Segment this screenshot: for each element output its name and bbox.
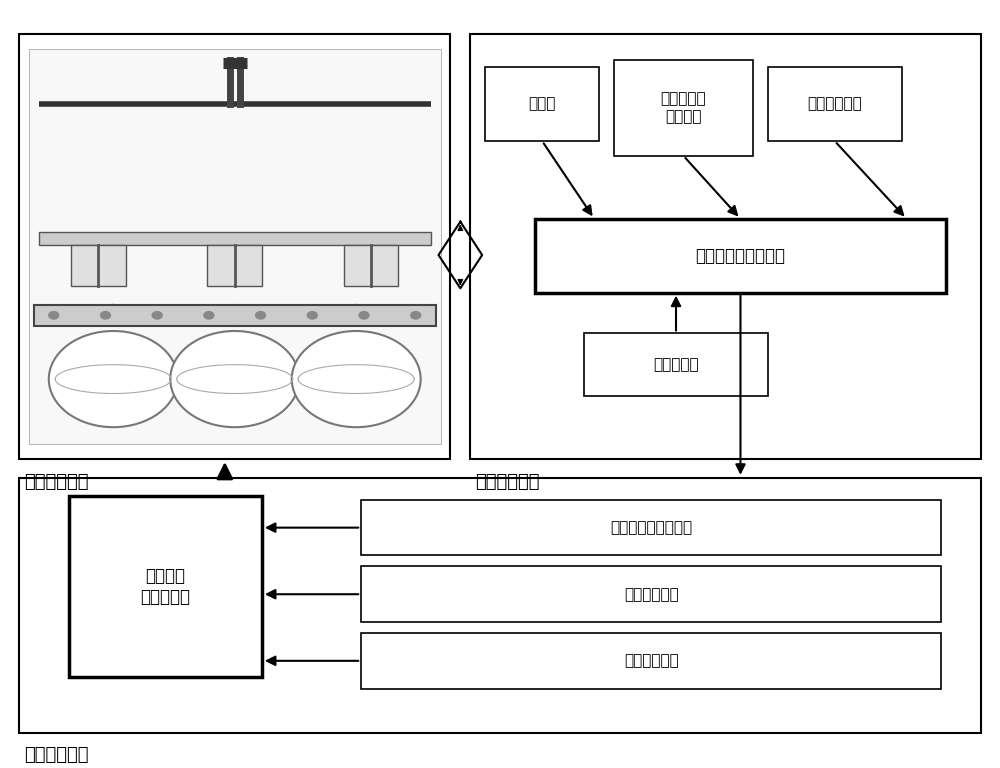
Bar — [39, 232, 431, 245]
Text: 电源管理模块: 电源管理模块 — [624, 587, 679, 602]
Bar — [485, 67, 599, 141]
Bar — [34, 305, 436, 326]
Bar — [768, 67, 902, 141]
Circle shape — [49, 331, 178, 427]
Text: 平台控制系统: 平台控制系统 — [24, 746, 88, 764]
Circle shape — [256, 312, 266, 319]
Bar — [19, 478, 981, 733]
Circle shape — [100, 312, 110, 319]
Bar — [361, 500, 941, 555]
Text: 环境感知系统: 环境感知系统 — [475, 472, 540, 491]
Bar — [470, 34, 981, 459]
Bar — [535, 219, 946, 293]
Circle shape — [49, 312, 59, 319]
Bar — [71, 245, 126, 286]
Bar — [207, 245, 262, 286]
Circle shape — [204, 312, 214, 319]
Text: 传感器数据处理模块: 传感器数据处理模块 — [695, 247, 785, 265]
Bar — [361, 567, 941, 622]
Circle shape — [359, 312, 369, 319]
Bar — [614, 60, 753, 156]
Text: 非接触式光
电测速仪: 非接触式光 电测速仪 — [661, 91, 706, 124]
Bar — [69, 496, 262, 677]
Text: 姿态传感器: 姿态传感器 — [653, 357, 699, 372]
Text: 球轮驱动系统: 球轮驱动系统 — [24, 472, 88, 491]
Bar — [344, 245, 398, 286]
Text: 摄像头: 摄像头 — [528, 97, 556, 111]
Text: 运动平台
主控制模块: 运动平台 主控制模块 — [140, 568, 190, 606]
Text: 电机驱动器控制模块: 电机驱动器控制模块 — [610, 520, 692, 535]
Bar — [361, 633, 941, 689]
Circle shape — [170, 331, 299, 427]
Circle shape — [152, 312, 162, 319]
Bar — [584, 333, 768, 396]
Circle shape — [307, 312, 317, 319]
Circle shape — [411, 312, 421, 319]
Text: 二维激光雷达: 二维激光雷达 — [807, 97, 862, 111]
Circle shape — [292, 331, 421, 427]
Bar — [29, 48, 440, 445]
Bar — [19, 34, 450, 459]
Text: 无线通讯模块: 无线通讯模块 — [624, 654, 679, 668]
